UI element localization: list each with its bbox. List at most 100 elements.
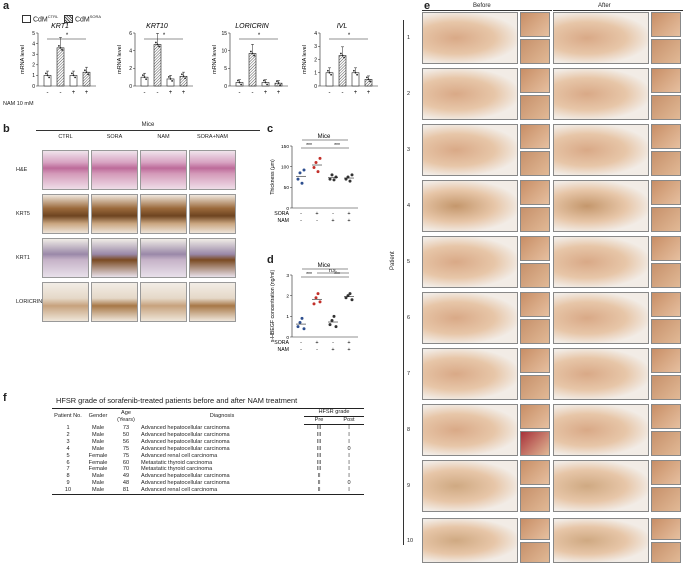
patient-10-after-detail-photo-bottom [651, 541, 681, 563]
nam-sign: + [169, 90, 173, 96]
data-point [156, 43, 159, 46]
data-point [302, 327, 306, 331]
patient-1-before-detail-photo-bottom [520, 39, 550, 64]
data-point [264, 81, 267, 84]
patient-5-after-main-photo [553, 236, 649, 288]
data-point [327, 69, 329, 72]
nam-sign: + [85, 90, 89, 96]
histology-image-he-nam [140, 150, 187, 190]
bar-chart-krt10: KRT10 mRNA level 0 2 4 6 - - + + * [117, 23, 193, 96]
data-point [87, 73, 89, 76]
y-tick-label: 0 [286, 335, 289, 341]
table-cell: Advanced hepatocellular carcinoma [141, 438, 230, 445]
patient-10-after-detail-photo-top [651, 518, 681, 540]
patient-6-after-detail-photo-bottom [651, 319, 681, 344]
data-point [169, 78, 172, 80]
patient-3-after-detail-photo-bottom [651, 151, 681, 176]
data-point [277, 82, 280, 85]
panel-a-charts: KRT1 mRNA level 0 1 2 3 4 5 - - + + * KRT10 mRNA level… [20, 23, 378, 96]
patient-8-after-detail-photo-bottom [651, 431, 681, 456]
data-point [184, 77, 187, 80]
data-point [302, 168, 306, 172]
table-cell: I [348, 473, 350, 480]
patient-1-before-detail-photo-top [520, 12, 550, 37]
nam-sign: + [331, 347, 334, 353]
patient-number-5: 5 [407, 259, 411, 265]
sora-sign: + [315, 340, 318, 346]
data-point [330, 173, 334, 177]
row-label-sora: SORA [274, 211, 289, 217]
patient-3-after-main-photo [553, 124, 649, 176]
table-cell: 81 [112, 487, 140, 496]
patient-4-before-main-photo [422, 180, 518, 232]
nam-sign: + [264, 90, 268, 96]
table-cell: III [316, 452, 322, 459]
panel-b-group-line [36, 130, 260, 131]
bar [43, 75, 52, 87]
table-cell: III [316, 445, 322, 452]
bar-chart-loricrin: LORICRIN mRNA level 0 5 10 15 - - + + * [212, 23, 288, 96]
data-point [353, 69, 355, 72]
patient-9-after-detail-photo-top [651, 460, 681, 485]
data-point [72, 74, 75, 77]
y-tick-label: 4 [314, 31, 317, 37]
nam-sign: - [300, 218, 302, 224]
chart-title: KRT10 [146, 23, 168, 30]
table-cell: III [316, 438, 322, 445]
patient-5-before-main-photo [422, 236, 518, 288]
patient-number-3: 3 [407, 147, 411, 153]
y-tick-label: 150 [281, 144, 289, 150]
patient-6-before-detail-photo-top [520, 292, 550, 317]
before-header: Before [473, 3, 491, 9]
table-cell: 50 [122, 431, 130, 438]
data-point [240, 83, 243, 86]
data-point [354, 71, 357, 74]
y-tick-label: 2 [286, 293, 289, 299]
data-point [237, 79, 239, 82]
data-point [348, 179, 352, 183]
data-point [253, 54, 256, 57]
data-point [168, 76, 170, 78]
patient-7-after-detail-photo-top [651, 348, 681, 373]
y-tick-label: 2 [314, 57, 317, 63]
nam-sign: - [47, 90, 49, 96]
y-tick-label: 1 [32, 73, 35, 79]
bar [56, 47, 65, 87]
table-title: HFSR grade of sorafenib-treated patients… [56, 396, 298, 405]
patient-number-7: 7 [407, 371, 411, 377]
data-point [314, 296, 318, 300]
table-cell: Male [91, 431, 105, 438]
patient-number-10: 10 [407, 537, 414, 544]
table-row: 1 Male 73 Advanced hepatocellular carcinoma… [52, 425, 364, 432]
data-point [340, 52, 342, 55]
histology-image-he-soranam [189, 150, 236, 190]
sig-marker: *** [306, 272, 312, 278]
chart-title: Mice [318, 134, 331, 140]
histology-image-loricrin-soranam [189, 282, 236, 322]
panel-letter-e: e [424, 0, 431, 12]
table-cell: 8 [66, 473, 70, 480]
data-point [181, 73, 183, 76]
y-axis-label: mRNA level [117, 45, 123, 74]
table-cell: 2 [66, 431, 70, 438]
data-point [85, 71, 88, 74]
table-cell: 73 [122, 424, 130, 431]
data-point [48, 76, 50, 79]
patient-6-before-detail-photo-bottom [520, 319, 550, 344]
data-point [251, 52, 254, 55]
nam-sign: - [342, 90, 344, 96]
histology-image-krt5-ctrl [42, 194, 89, 234]
data-point [343, 56, 345, 59]
data-point [316, 170, 320, 174]
sig-marker: * [258, 33, 261, 39]
sora-sign: + [315, 211, 318, 217]
data-point [182, 75, 185, 78]
th-post: Post [334, 416, 364, 425]
histology-row-label: LORICRIN [16, 299, 43, 305]
patient-9-after-detail-photo-bottom [651, 487, 681, 512]
patient-4-before-detail-photo-bottom [520, 207, 550, 232]
data-point [142, 74, 144, 77]
patient-side-label: Patient [390, 251, 396, 270]
